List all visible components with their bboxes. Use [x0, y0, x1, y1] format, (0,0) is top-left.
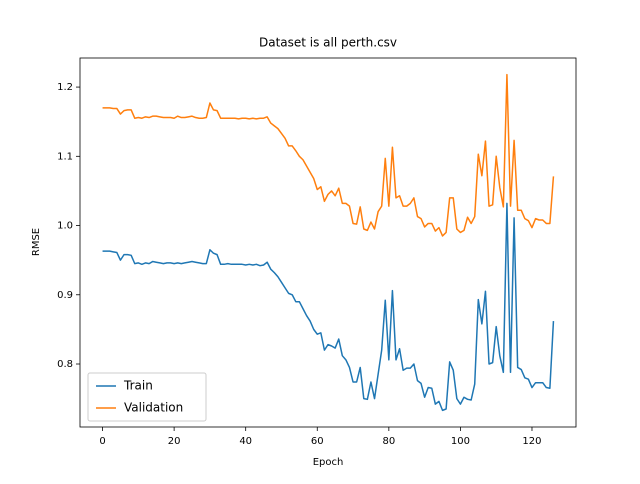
legend-label: Validation — [124, 401, 183, 415]
legend-label: Train — [123, 379, 153, 393]
legend-box — [87, 372, 207, 422]
y-tick-label: 0.9 — [57, 290, 73, 301]
y-axis-label: RMSE — [31, 228, 42, 256]
data-line — [102, 202, 555, 412]
x-tick-label: 60 — [311, 436, 324, 447]
y-tick-label: 1.1 — [57, 151, 73, 162]
x-tick-label: 0 — [99, 436, 105, 447]
x-tick-label: 100 — [451, 436, 470, 447]
x-tick-label: 80 — [382, 436, 395, 447]
chart-title: Dataset is all perth.csv — [259, 36, 397, 50]
y-tick-label: 1.2 — [57, 82, 73, 93]
data-line — [102, 73, 555, 237]
y-tick-label: 0.8 — [57, 359, 73, 370]
plot-frame — [79, 57, 577, 428]
x-tick-label: 120 — [522, 436, 541, 447]
x-axis-label: Epoch — [313, 457, 344, 468]
y-tick-label: 1.0 — [57, 221, 73, 232]
x-tick-label: 40 — [239, 436, 252, 447]
x-tick-label: 20 — [168, 436, 181, 447]
